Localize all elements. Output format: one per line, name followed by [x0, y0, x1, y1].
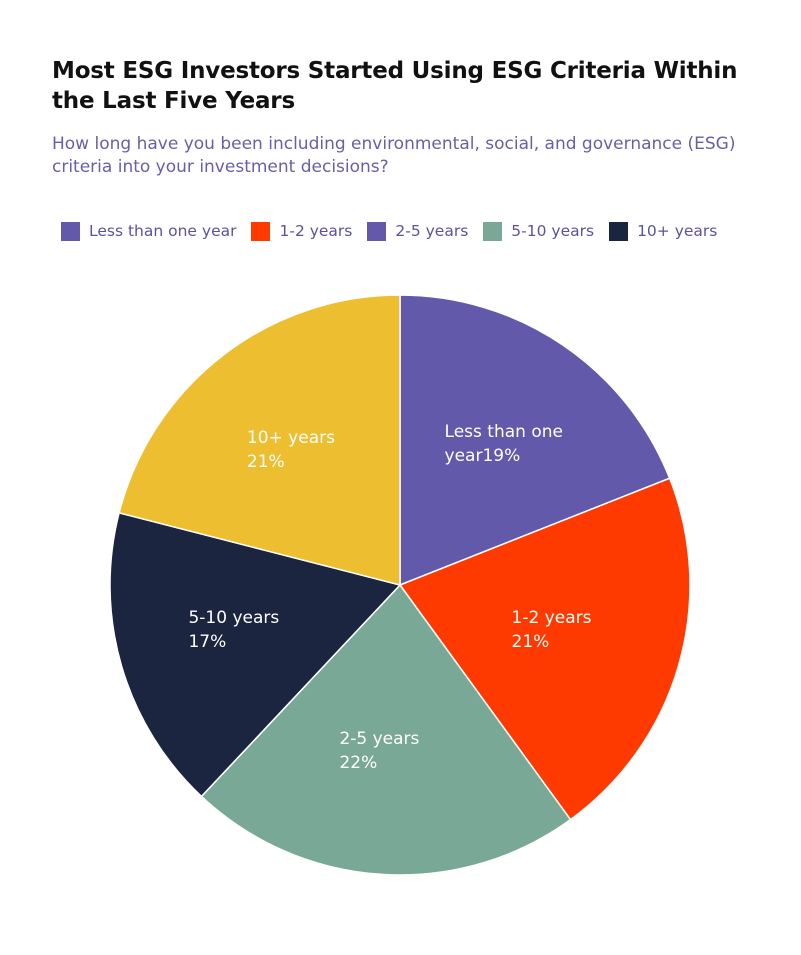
legend-label: 1-2 years — [279, 222, 353, 240]
pie-slice — [200, 583, 572, 876]
legend-swatch — [251, 221, 271, 241]
slice-label: 2-5 years 22% — [339, 729, 419, 773]
slice-label: 1-2 years 21% — [512, 608, 592, 652]
legend-swatch — [367, 221, 387, 241]
slice-label: 5-10 years 17% — [188, 608, 279, 652]
legend-item: Less than one year — [61, 221, 237, 241]
slice-label: Less than one year19% — [445, 422, 563, 466]
pie-slice — [118, 294, 401, 586]
legend-swatch — [483, 221, 503, 241]
legend-label: 10+ years — [637, 222, 718, 240]
chart-legend: Less than one year 1-2 years 2-5 years 5-10… — [61, 220, 732, 242]
slice-label: 10+ years 21% — [247, 428, 335, 472]
legend-label: 2-5 years — [395, 222, 469, 240]
pie-slice — [398, 477, 691, 821]
pie-slice — [109, 511, 402, 798]
legend-item: 1-2 years — [251, 221, 353, 241]
legend-swatch — [61, 221, 80, 241]
legend-label: Less than one year — [89, 222, 237, 240]
chart-title: Most ESG Investors Started Using ESG Cri… — [52, 58, 738, 114]
legend-swatch — [609, 221, 629, 241]
chart-subtitle: How long have you been including environ… — [52, 134, 736, 177]
legend-item: 10+ years — [609, 221, 718, 241]
legend-item: 2-5 years — [367, 221, 469, 241]
legend-label: 5-10 years — [511, 222, 595, 240]
pie-slice — [399, 294, 671, 587]
legend-item: 5-10 years — [483, 221, 595, 241]
